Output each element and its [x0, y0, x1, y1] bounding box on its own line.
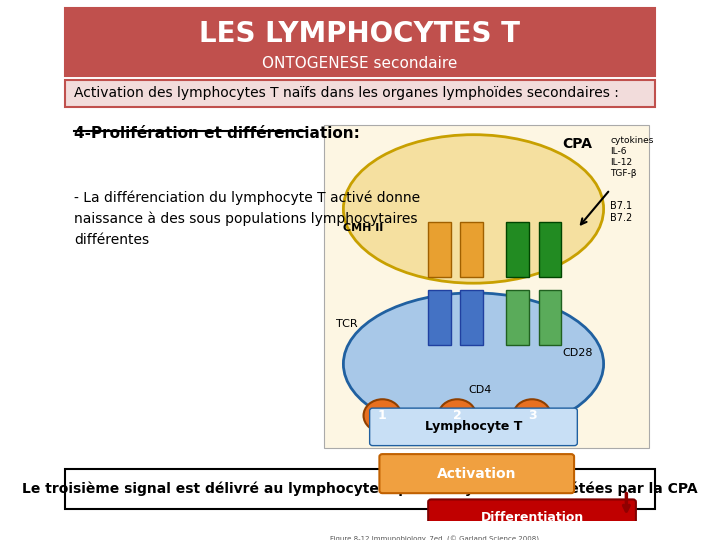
- Text: Le troisième signal est délivré au lymphocyte T par les cytokines secrétées par : Le troisième signal est délivré au lymph…: [22, 482, 698, 496]
- FancyBboxPatch shape: [379, 454, 574, 493]
- Bar: [461, 222, 483, 276]
- Text: CPA: CPA: [562, 137, 593, 151]
- Bar: [539, 222, 562, 276]
- Text: - La différenciation du lymphocyte T activé donne
naissance à des sous populatio: - La différenciation du lymphocyte T act…: [74, 190, 420, 247]
- Ellipse shape: [343, 293, 603, 435]
- Bar: [506, 222, 528, 276]
- Text: Differentiation: Differentiation: [480, 511, 584, 524]
- Circle shape: [438, 399, 476, 432]
- Bar: [461, 289, 483, 345]
- FancyBboxPatch shape: [65, 80, 655, 107]
- Text: 2: 2: [453, 409, 462, 422]
- Text: TCR: TCR: [336, 319, 357, 328]
- Text: LES LYMPHOCYTES T: LES LYMPHOCYTES T: [199, 20, 521, 48]
- Text: CD28: CD28: [562, 348, 593, 357]
- Text: cytokines
IL-6
IL-12
TGF-β: cytokines IL-6 IL-12 TGF-β: [610, 136, 654, 178]
- Text: Figure 8-12 Immunobiology. 7ed. (© Garland Science 2008): Figure 8-12 Immunobiology. 7ed. (© Garla…: [330, 536, 539, 540]
- Text: Activation des lymphocytes T naïfs dans les organes lymphoïdes secondaires :: Activation des lymphocytes T naïfs dans …: [74, 86, 618, 100]
- Ellipse shape: [343, 134, 603, 283]
- Text: 1: 1: [378, 409, 387, 422]
- Bar: [428, 289, 451, 345]
- Circle shape: [364, 399, 401, 432]
- FancyBboxPatch shape: [65, 8, 655, 76]
- Bar: [428, 222, 451, 276]
- FancyBboxPatch shape: [65, 469, 655, 509]
- Text: Activation: Activation: [437, 467, 516, 481]
- Text: CMH II: CMH II: [343, 224, 383, 233]
- Bar: [539, 289, 562, 345]
- FancyBboxPatch shape: [324, 125, 649, 448]
- FancyBboxPatch shape: [369, 408, 577, 446]
- Circle shape: [513, 399, 551, 432]
- Text: 3: 3: [528, 409, 536, 422]
- Text: B7.1
B7.2: B7.1 B7.2: [610, 201, 632, 224]
- Text: Lymphocyte T: Lymphocyte T: [425, 420, 522, 434]
- FancyBboxPatch shape: [428, 500, 636, 536]
- Text: 4-Prolifération et différenciation:: 4-Prolifération et différenciation:: [74, 126, 360, 141]
- Text: ONTOGENESE secondaire: ONTOGENESE secondaire: [262, 56, 458, 71]
- Bar: [506, 289, 528, 345]
- Text: CD4: CD4: [468, 384, 492, 395]
